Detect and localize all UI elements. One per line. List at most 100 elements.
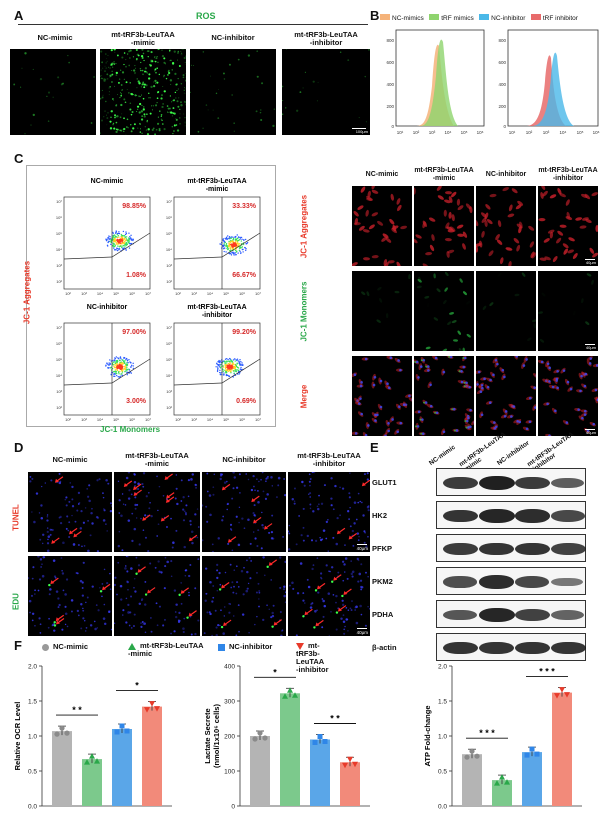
y-tick: 800 — [386, 38, 394, 43]
x-tick: 10² — [65, 291, 71, 296]
x-tick: 10⁴ — [560, 130, 567, 135]
bar — [82, 759, 102, 806]
x-tick: 10² — [526, 130, 533, 135]
scale-label: 40μm — [356, 546, 368, 551]
blot-band — [479, 575, 515, 589]
y-tick: 10⁶ — [166, 341, 172, 346]
y-tick: 10² — [56, 405, 62, 410]
flow-plot: NC-inhibitor 97.00% 3.00% 10⁷ 10⁶ 10⁵ 10⁴ 10³ 10… — [56, 304, 152, 422]
x-tick: 10³ — [81, 291, 87, 296]
blot-PDHA — [436, 600, 586, 628]
x-tick: 10³ — [191, 291, 197, 296]
blot-band — [551, 610, 584, 620]
x-tick: 10⁷ — [145, 291, 151, 296]
y-axis-label: Lactate Secrete(nmol/1x10⁶ cells) — [203, 704, 221, 768]
lower-quadrant-value: 0.69% — [236, 398, 257, 405]
scale-label: 40μm — [585, 260, 596, 265]
bar — [552, 692, 572, 806]
d-header-3: NC-inhibitor — [222, 455, 266, 464]
jc1-aggregates-image — [476, 186, 536, 266]
x-tick: 10¹ — [397, 130, 404, 135]
x-tick: 10² — [175, 417, 181, 422]
legend-nc-inhibitor: NC-inhibitor — [491, 15, 526, 22]
blot-band — [515, 576, 550, 588]
legend-label: NC-mimic — [53, 642, 89, 651]
x-tick: 10⁶ — [593, 130, 600, 135]
blot-band — [443, 609, 477, 621]
y-tick: 600 — [498, 60, 506, 65]
y-tick: 0.5 — [438, 769, 447, 776]
jc1-header-2: mt-tRF3b-LeuTAA -mimic — [414, 167, 474, 182]
blot-label-GLUT1: GLUT1 — [372, 478, 397, 487]
blot-band — [551, 577, 584, 587]
histogram-y-ticks: 800 600 400 200 0 800 600 400 200 0 — [386, 38, 506, 129]
histogram-right — [507, 29, 599, 127]
blot-HK2 — [436, 501, 586, 529]
y-tick: 10⁷ — [166, 325, 172, 330]
gate-line — [63, 358, 151, 386]
histogram-nc-inhibitor — [532, 52, 574, 127]
y-tick: 10³ — [56, 263, 62, 268]
d-header-4: mt-tRF3b-LeuTAA -inhibitor — [297, 451, 361, 468]
jc1-aggregates-image: 40μm — [538, 186, 598, 266]
lower-quadrant-value: 66.67% — [232, 272, 257, 279]
x-tick: 10² — [175, 291, 181, 296]
y-tick: 10³ — [166, 263, 172, 268]
edu-image: 40μm — [288, 556, 370, 636]
x-tick: 10⁵ — [223, 417, 229, 422]
legend-label: mt-tRF3b-LeuTAA -mimic — [128, 641, 204, 658]
y-tick: 400 — [386, 82, 394, 87]
flow-plot: mt-tRF3b-LeuTAA -mimic 33.33% 66.67% 10⁷ 10⁶ 1… — [166, 178, 262, 296]
jc1-row-label-merge: Merge — [299, 384, 309, 409]
blot-band — [443, 641, 479, 655]
flow-plot-title: mt-tRF3b-LeuTAA -inhibitor — [187, 304, 246, 319]
blot-band — [551, 477, 585, 489]
y-tick: 10⁵ — [166, 231, 172, 236]
y-tick: 10⁴ — [166, 373, 172, 378]
y-tick: 200 — [224, 734, 235, 741]
flow-plot-title: mt-tRF3b-LeuTAA -mimic — [187, 178, 246, 193]
tunel-image: 40μm — [288, 472, 370, 552]
x-tick: 10⁵ — [113, 417, 119, 422]
y-tick: 0 — [391, 124, 394, 129]
blot-band — [479, 608, 515, 622]
y-tick: 1.5 — [438, 699, 447, 706]
blot-label-PKM2: PKM2 — [372, 577, 393, 586]
jc1-monomers-axis-label: JC-1 Monomers — [100, 425, 161, 434]
y-tick: 10⁴ — [56, 247, 62, 252]
blot-band — [515, 509, 551, 523]
blot-band — [515, 641, 551, 655]
y-tick: 800 — [498, 38, 506, 43]
x-tick: 10⁶ — [477, 130, 484, 135]
upper-quadrant-value: 98.85% — [122, 203, 147, 210]
jc1-monomers-image — [476, 271, 536, 351]
x-tick: 10⁶ — [129, 417, 135, 422]
x-tick: 10⁴ — [97, 291, 103, 296]
bar-chart-3: 0.0 0.5 1.0 1.5 2.0 ATP Fold-change * * * * * * — [423, 664, 582, 811]
blot-band — [479, 509, 515, 523]
legend-label: mt-tRF3b-LeuTAA -inhibitor — [296, 641, 329, 674]
significance-stars: * * — [330, 714, 340, 724]
x-tick: 10⁴ — [207, 417, 213, 422]
y-tick: 2.0 — [28, 664, 37, 671]
y-tick: 200 — [386, 104, 394, 109]
y-tick: 10⁶ — [56, 341, 62, 346]
blot-band — [551, 543, 586, 555]
y-tick: 10⁷ — [56, 325, 62, 330]
histogram-trf-mimics — [420, 39, 458, 126]
y-axis-label: ATP Fold-change — [423, 706, 432, 767]
panel-label-d: D — [14, 440, 24, 455]
scale-label: 100μm — [355, 129, 368, 134]
edu-image — [28, 556, 112, 636]
y-tick: 1.0 — [28, 734, 37, 741]
bar — [522, 752, 542, 806]
x-tick: 10⁴ — [207, 291, 213, 296]
y-tick: 10³ — [56, 389, 62, 394]
jc1-flow-frame — [26, 165, 276, 427]
y-tick: 10⁵ — [166, 357, 172, 362]
significance-stars: * — [135, 681, 139, 691]
y-tick: 2.0 — [438, 664, 447, 671]
jc1-monomers-image — [352, 271, 412, 351]
y-tick: 10² — [166, 279, 172, 284]
blot-band — [443, 476, 478, 490]
